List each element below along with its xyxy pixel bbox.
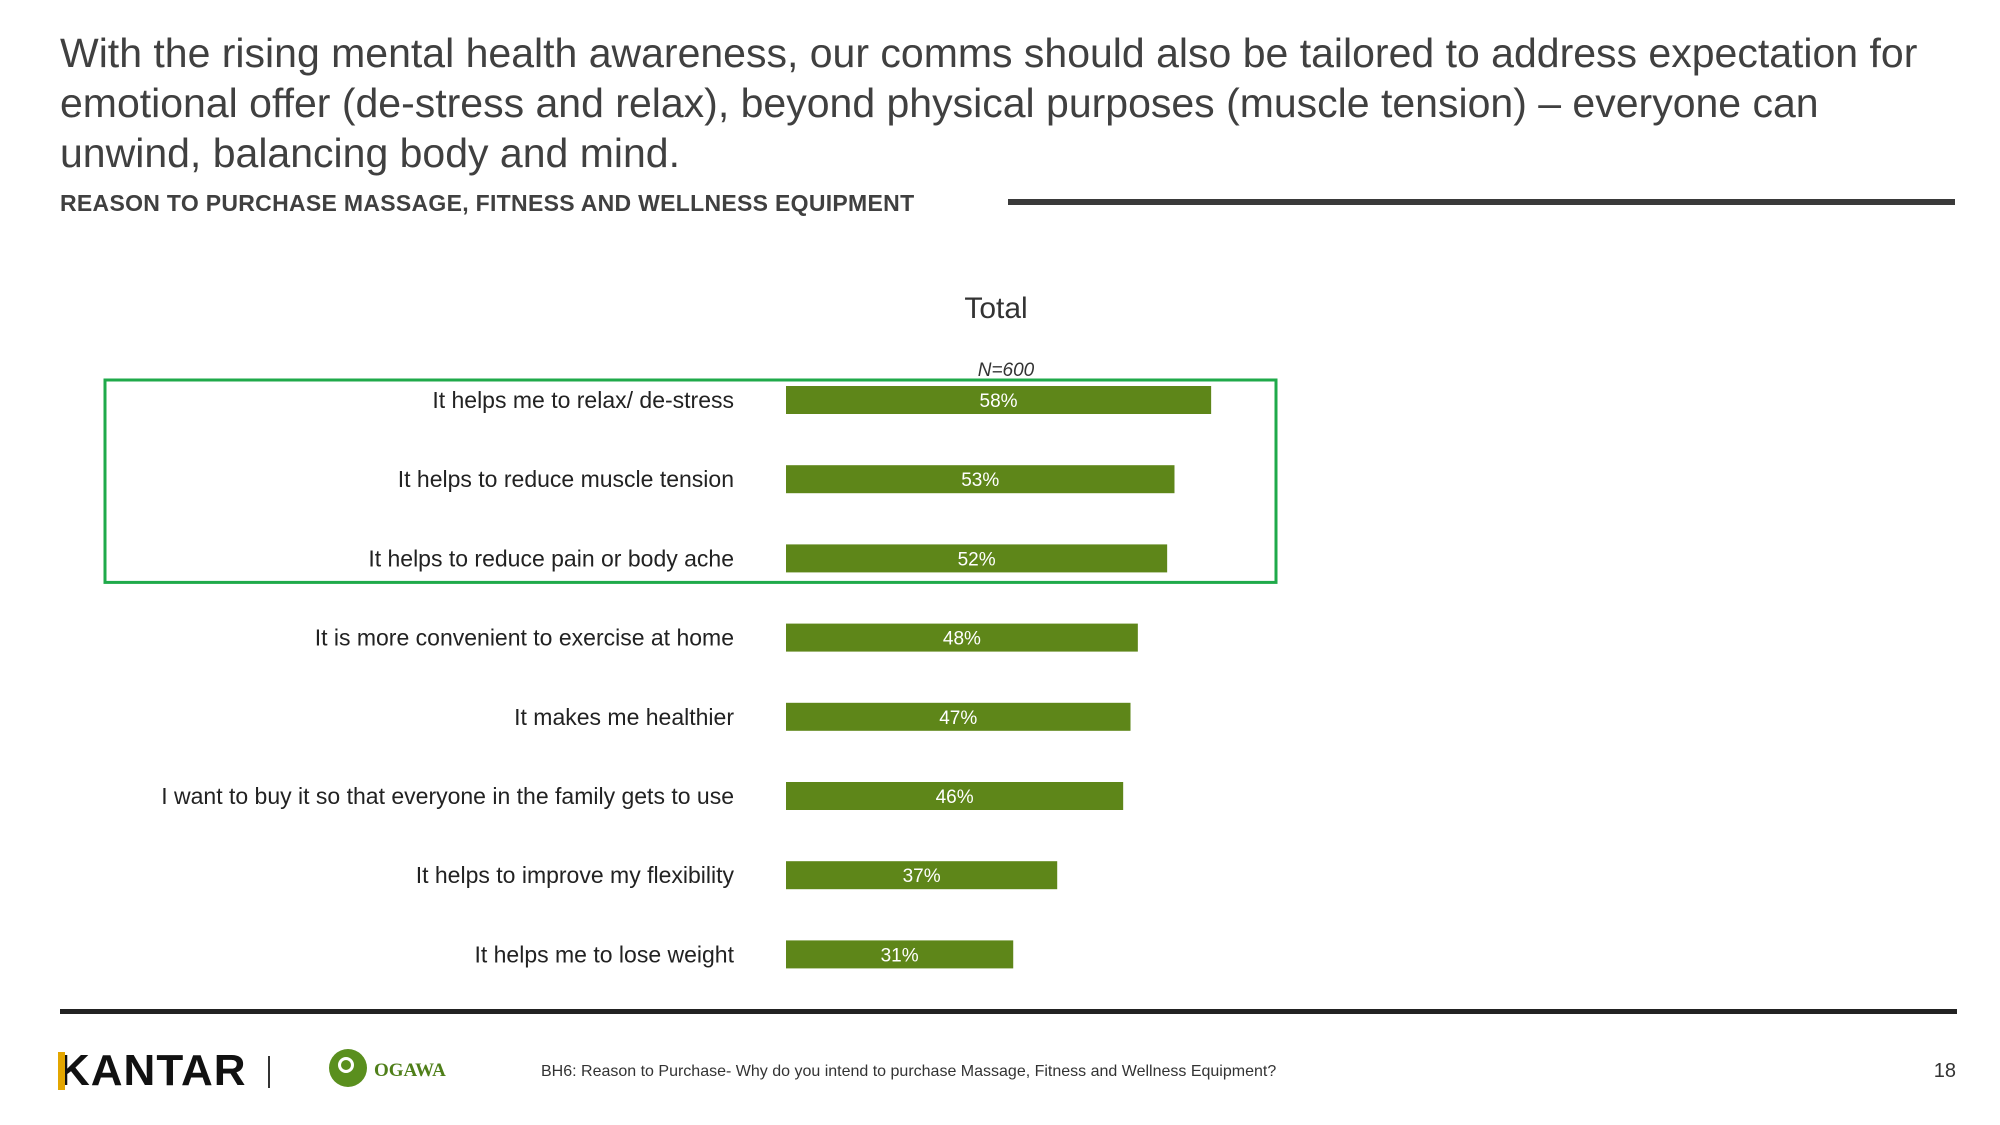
bar [786, 702, 1131, 731]
category-label: It helps to improve my flexibility [416, 862, 735, 888]
logo-separator [268, 1056, 270, 1088]
bar [786, 940, 1014, 969]
bar-value-label: 31% [881, 945, 919, 966]
footer-divider [60, 1009, 1957, 1014]
bar-value-label: 58% [980, 391, 1018, 412]
category-label: It helps to reduce muscle tension [398, 466, 734, 492]
bar-value-label: 37% [903, 866, 941, 887]
section-divider [1008, 199, 1955, 205]
bar-value-label: 46% [936, 787, 974, 808]
category-label: It is more convenient to exercise at hom… [315, 625, 734, 651]
bar-value-label: 52% [958, 549, 996, 570]
category-label: It helps me to lose weight [474, 941, 734, 967]
page-number: 18 [1933, 1060, 1956, 1082]
bar-value-label: 53% [961, 470, 999, 491]
highlight-box [103, 378, 1278, 584]
ogawa-logo: OGAWA [374, 1060, 446, 1081]
category-label: It helps me to relax/ de-stress [432, 387, 734, 413]
bar [786, 861, 1058, 890]
chart-title: Total [964, 292, 1027, 325]
section-title: REASON TO PURCHASE MASSAGE, FITNESS AND … [60, 190, 915, 216]
question-footnote: BH6: Reason to Purchase- Why do you inte… [541, 1063, 1277, 1080]
category-label: It helps to reduce pain or body ache [368, 545, 734, 571]
bar [786, 386, 1212, 414]
chart-sample-size: N=600 [978, 360, 1035, 381]
ogawa-logo-icon [329, 1049, 367, 1087]
bar [786, 465, 1175, 494]
bar-chart: Total N=600 It helps me to relax/ de-str… [103, 292, 1278, 969]
bar [786, 544, 1168, 573]
bar [786, 623, 1138, 652]
kantar-logo: KANTAR [58, 1046, 247, 1095]
bar-value-label: 47% [939, 708, 977, 729]
bar [786, 782, 1124, 810]
headline: With the rising mental health awareness,… [60, 30, 1918, 176]
bar-value-label: 48% [943, 629, 981, 650]
category-label: It makes me healthier [514, 704, 734, 730]
category-label: I want to buy it so that everyone in the… [161, 783, 734, 809]
